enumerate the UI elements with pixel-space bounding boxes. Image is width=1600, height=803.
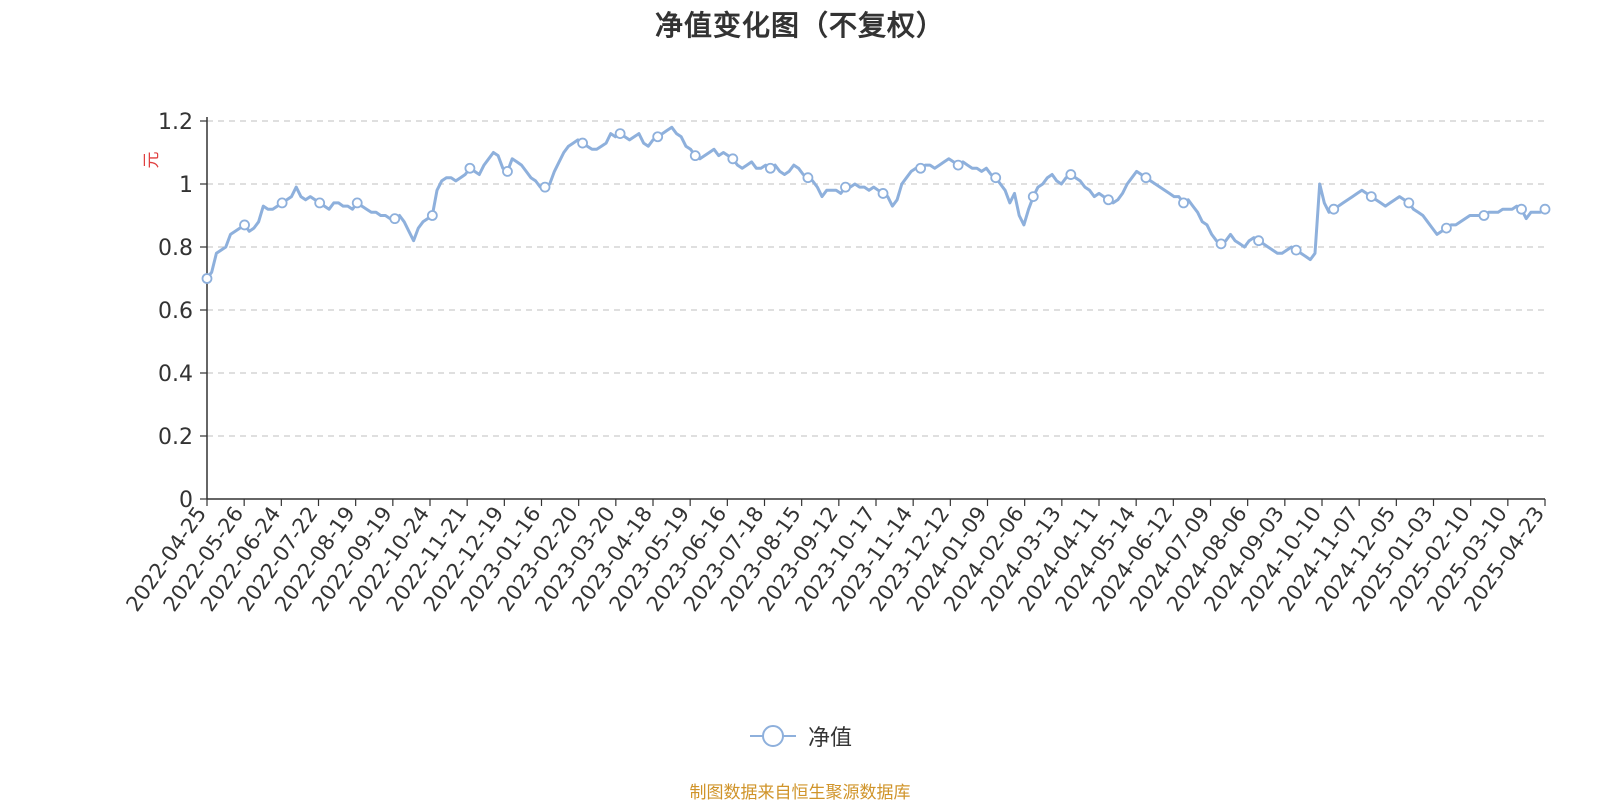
- y-tick-label: 1: [179, 173, 193, 198]
- series-point-marker: [539, 181, 551, 193]
- series-point-marker: [1178, 197, 1189, 209]
- series-point-marker: [952, 159, 964, 171]
- y-tick-label: 0.8: [158, 236, 193, 261]
- y-tick-label: 0.4: [158, 362, 193, 387]
- series-point-marker: [1516, 203, 1527, 215]
- legend[interactable]: 净值: [0, 720, 1600, 752]
- series-point-marker: [201, 273, 213, 284]
- series-point-marker: [727, 153, 739, 165]
- series-point-marker: [314, 197, 326, 209]
- series-markers: [201, 128, 1551, 284]
- series-point-marker: [990, 172, 1002, 184]
- series-point-marker: [389, 213, 401, 225]
- series-point-marker: [239, 219, 250, 231]
- series-point-marker: [689, 150, 701, 162]
- chart-title: 净值变化图（不复权）: [654, 9, 945, 42]
- series-point-marker: [652, 131, 664, 143]
- y-tick-label: 0.6: [158, 299, 193, 324]
- y-tick-labels: 0 0.2 0.4 0.6 0.8 1 1.2: [158, 110, 193, 513]
- series-point-marker: [502, 165, 513, 177]
- series-point-marker: [1027, 191, 1039, 203]
- series-point-marker: [877, 188, 889, 199]
- y-axis-label: 元: [142, 152, 162, 169]
- x-tick-labels: 2022-04-252022-05-262022-06-242022-07-22…: [121, 502, 1549, 616]
- series-point-marker: [464, 162, 476, 174]
- series-lines: [205, 125, 1547, 280]
- series-point-marker: [1539, 203, 1551, 215]
- series-point-marker: [1065, 169, 1077, 180]
- series-point-marker: [1478, 210, 1490, 221]
- series-point-marker: [1403, 197, 1415, 209]
- series-point-marker: [840, 181, 851, 193]
- series-point-marker: [1328, 203, 1340, 215]
- series-point-marker: [614, 128, 626, 140]
- series-point-marker: [915, 162, 926, 174]
- series-point-marker: [426, 210, 438, 221]
- series-point-marker: [802, 172, 814, 184]
- legend-item-label: 净值: [807, 726, 852, 751]
- series-point-marker: [1365, 191, 1377, 203]
- data-source-note: 制图数据来自恒生聚源数据库: [689, 783, 911, 803]
- y-tick-label: 0.2: [158, 425, 193, 450]
- series-point-marker: [351, 197, 363, 209]
- grid-lines: [207, 120, 1545, 437]
- series-point-marker: [764, 162, 776, 174]
- series-point-marker: [1140, 172, 1152, 184]
- y-tick-label: 0: [179, 488, 193, 513]
- series-point-marker: [1441, 222, 1452, 234]
- legend-line-circle-icon: [749, 725, 796, 747]
- series-point-marker: [276, 197, 288, 209]
- series-line-net-value: [205, 125, 1547, 280]
- series-point-marker: [1215, 238, 1227, 250]
- series-point-marker: [1102, 194, 1114, 206]
- series-point-marker: [1290, 244, 1302, 256]
- y-tick-label: 1.2: [158, 110, 193, 135]
- series-point-marker: [577, 137, 588, 149]
- series-point-marker: [1253, 235, 1265, 247]
- axes: [200, 117, 1546, 506]
